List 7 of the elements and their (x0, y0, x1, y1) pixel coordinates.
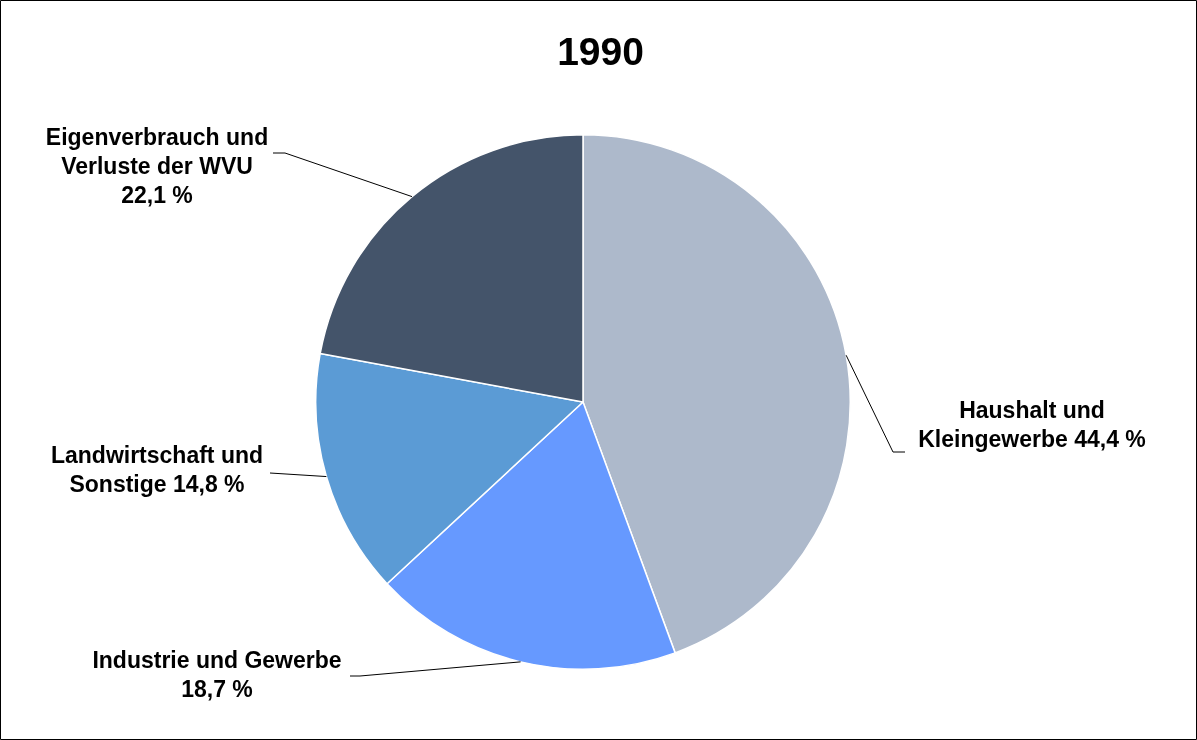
slice-label: Eigenverbrauch und Verluste der WVU (45, 124, 269, 179)
slice-label: Haushalt und Kleingewerbe 44,4 % (918, 397, 1146, 452)
slice-label: Industrie und Gewerbe (92, 647, 342, 673)
chart-title: 1990 (557, 30, 644, 73)
slice-label: Landwirtschaft und Sonstige 14,8 % (50, 442, 264, 497)
data-label: 18,7 % (181, 676, 253, 702)
data-label: 22,1 % (121, 182, 193, 208)
